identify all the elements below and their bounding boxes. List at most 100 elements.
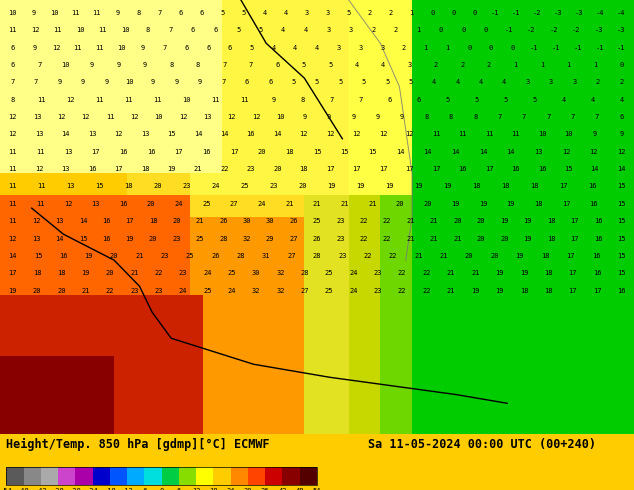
Text: 5: 5: [474, 97, 479, 103]
Polygon shape: [0, 217, 304, 434]
Text: 12: 12: [32, 218, 41, 224]
Bar: [300, 467, 317, 486]
Text: 22: 22: [383, 236, 391, 242]
Text: -54: -54: [0, 488, 13, 490]
Text: 16: 16: [593, 270, 601, 276]
Text: 4: 4: [283, 10, 288, 16]
Bar: [265, 467, 283, 486]
Text: 16: 16: [593, 236, 602, 242]
Text: 4: 4: [455, 79, 460, 85]
Text: 22: 22: [155, 270, 163, 276]
Text: 22: 22: [383, 218, 391, 224]
Text: 7: 7: [546, 114, 550, 120]
Text: 30: 30: [243, 218, 251, 224]
Text: -24: -24: [86, 488, 99, 490]
Text: 5: 5: [328, 62, 332, 68]
Text: 2: 2: [402, 45, 406, 50]
Text: 7: 7: [595, 114, 599, 120]
Text: -18: -18: [103, 488, 116, 490]
Text: 18: 18: [149, 218, 157, 224]
Text: 12: 12: [130, 114, 139, 120]
Text: 18: 18: [141, 166, 149, 172]
Text: 18: 18: [520, 288, 528, 294]
Bar: [127, 467, 145, 486]
Text: 18: 18: [541, 253, 550, 259]
Text: 16: 16: [247, 131, 255, 137]
Text: 14: 14: [396, 149, 404, 155]
Text: 5: 5: [361, 79, 366, 85]
Text: 5: 5: [339, 79, 342, 85]
Text: 3: 3: [358, 45, 363, 50]
Text: 12: 12: [57, 114, 66, 120]
Text: 11: 11: [485, 131, 493, 137]
Text: 6: 6: [191, 27, 195, 33]
Text: 14: 14: [424, 149, 432, 155]
Text: 20: 20: [257, 149, 266, 155]
Text: 21: 21: [430, 236, 438, 242]
Text: 20: 20: [298, 183, 307, 190]
Text: -1: -1: [530, 45, 539, 50]
Text: 5: 5: [445, 97, 450, 103]
Text: -2: -2: [527, 27, 535, 33]
Text: 7: 7: [223, 62, 226, 68]
Text: 9: 9: [376, 114, 380, 120]
Text: 2: 2: [460, 62, 465, 68]
Text: 4: 4: [502, 79, 507, 85]
Text: 0: 0: [467, 45, 471, 50]
Text: 12: 12: [8, 236, 17, 242]
Text: 16: 16: [592, 253, 600, 259]
Text: 15: 15: [564, 166, 573, 172]
Text: 26: 26: [289, 218, 298, 224]
Text: 11: 11: [36, 149, 44, 155]
Text: 5: 5: [408, 79, 413, 85]
Text: 15: 15: [617, 270, 626, 276]
Text: 19: 19: [327, 183, 336, 190]
Text: 25: 25: [203, 288, 212, 294]
Text: 10: 10: [564, 131, 573, 137]
Text: 11: 11: [37, 97, 46, 103]
Text: 26: 26: [211, 253, 220, 259]
Text: 7: 7: [163, 45, 167, 50]
Text: 3: 3: [349, 27, 353, 33]
Text: 18: 18: [534, 201, 543, 207]
Text: 9: 9: [151, 79, 155, 85]
Text: 3: 3: [380, 45, 384, 50]
Text: 15: 15: [617, 253, 626, 259]
Text: 18: 18: [501, 183, 510, 190]
Text: -3: -3: [554, 10, 562, 16]
Bar: [214, 467, 231, 486]
Text: 10: 10: [51, 10, 59, 16]
Text: 16: 16: [59, 253, 68, 259]
Text: 7: 7: [358, 97, 363, 103]
Text: 24: 24: [349, 270, 358, 276]
Text: 6: 6: [184, 45, 189, 50]
Text: 7: 7: [157, 10, 162, 16]
Polygon shape: [190, 0, 412, 195]
Text: 18: 18: [544, 288, 553, 294]
Text: 21: 21: [285, 201, 294, 207]
Text: 12: 12: [562, 149, 570, 155]
Text: 12: 12: [64, 201, 72, 207]
Text: 3: 3: [337, 45, 341, 50]
Text: 9: 9: [619, 131, 623, 137]
Text: 12: 12: [114, 131, 123, 137]
Text: 24: 24: [349, 288, 358, 294]
Text: 16: 16: [458, 166, 467, 172]
Text: 12: 12: [35, 166, 43, 172]
Text: 14: 14: [451, 149, 460, 155]
Text: 36: 36: [261, 488, 269, 490]
Text: 30: 30: [266, 218, 275, 224]
Text: 27: 27: [287, 253, 296, 259]
Text: 11: 11: [432, 131, 441, 137]
Text: 18: 18: [209, 488, 217, 490]
Text: 1: 1: [540, 62, 544, 68]
Text: 11: 11: [8, 166, 17, 172]
Text: 12: 12: [31, 27, 39, 33]
Text: 21: 21: [368, 201, 377, 207]
Text: 21: 21: [446, 270, 455, 276]
Text: 8: 8: [169, 62, 174, 68]
Text: 17: 17: [174, 149, 183, 155]
Text: 13: 13: [88, 131, 96, 137]
Text: 10: 10: [126, 79, 134, 85]
Text: 15: 15: [617, 236, 626, 242]
